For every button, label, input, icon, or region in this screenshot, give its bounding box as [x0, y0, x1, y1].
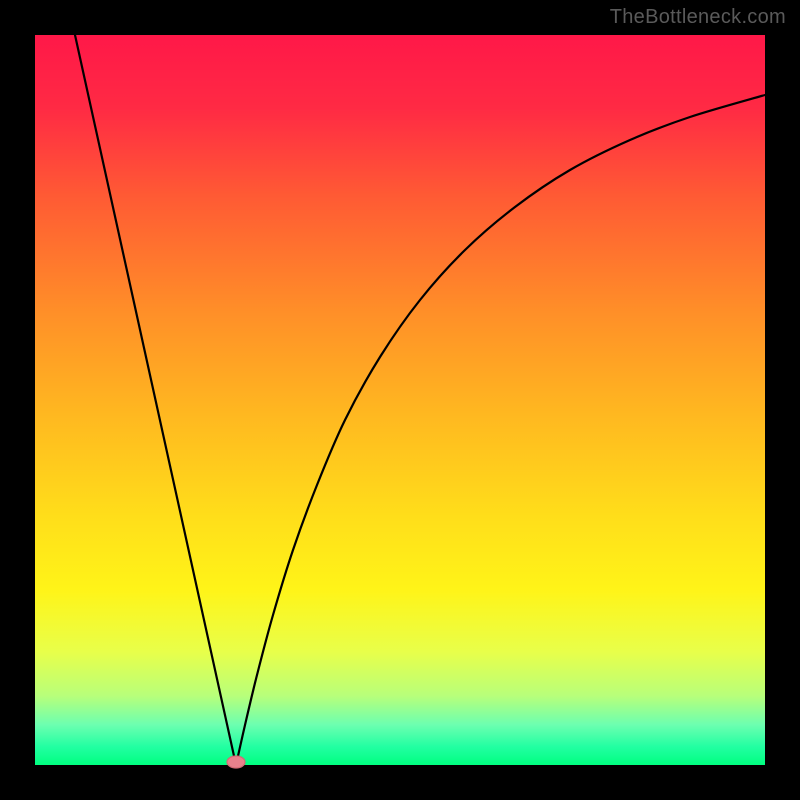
bottleneck-chart: TheBottleneck.com [0, 0, 800, 800]
chart-svg [0, 0, 800, 800]
optimal-point-marker [227, 756, 245, 768]
watermark-text: TheBottleneck.com [610, 6, 786, 29]
plot-background [35, 35, 765, 765]
